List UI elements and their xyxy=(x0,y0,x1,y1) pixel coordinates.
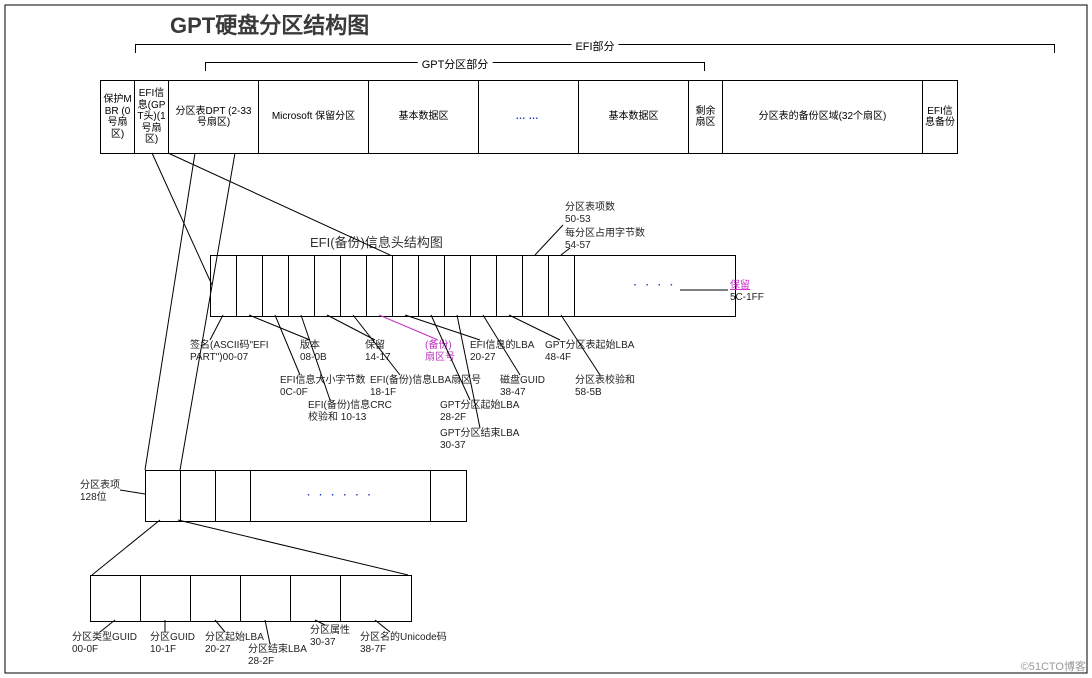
label-guid: 磁盘GUID 38-47 xyxy=(500,375,545,398)
label-entry-128: 分区表项 128位 xyxy=(80,480,120,503)
cell-dpt: 分区表DPT (2-33号扇区) xyxy=(169,81,259,153)
bracket-gpt-label: GPT分区部分 xyxy=(418,56,493,72)
label-bytes: 每分区占用字节数 54-57 xyxy=(565,228,645,251)
cell-data-1: 基本数据区 xyxy=(369,81,479,153)
bracket-efi: EFI部分 xyxy=(135,44,1055,53)
top-structure-row: 保护MBR (0号扇区) EFI信息(GPT头)(1号扇区) 分区表DPT (2… xyxy=(100,80,958,154)
label-e4: 分区属性 30-37 xyxy=(310,625,350,648)
label-start: GPT分区起始LBA 28-2F xyxy=(440,400,519,423)
label-ver: 版本 08-0B xyxy=(300,340,327,363)
cell-backup-area: 分区表的备份区域(32个扇区) xyxy=(723,81,923,153)
cell-ms-reserved: Microsoft 保留分区 xyxy=(259,81,369,153)
label-efi-lba: EFI信息的LBA 20-27 xyxy=(470,340,534,363)
label-e3: 分区结束LBA 28-2F xyxy=(248,644,307,667)
entry-detail-row xyxy=(90,575,412,622)
label-reserve: 保留 5C-1FF xyxy=(730,280,764,303)
efi-header-row: · · · · xyxy=(210,255,736,317)
label-crc: EFI(备份)信息CRC 校验和 10-13 xyxy=(308,400,392,423)
cell-remain: 剩余扇区 xyxy=(689,81,723,153)
label-e1: 分区GUID 10-1F xyxy=(150,632,195,655)
label-lba1: EFI(备份)信息LBA扇区号 18-1F xyxy=(370,375,481,398)
label-bak: (备份) 扇区号 xyxy=(425,340,455,363)
label-end: GPT分区结束LBA 30-37 xyxy=(440,428,519,451)
efi-header-title: EFI(备份)信息头结构图 xyxy=(310,232,443,251)
diagram-title: GPT硬盘分区结构图 xyxy=(170,8,369,40)
label-res: 保留 14-17 xyxy=(365,340,391,363)
label-e0: 分区类型GUID 00-0F xyxy=(72,632,137,655)
watermark: ©51CTO博客 xyxy=(1021,658,1086,674)
cell-mbr: 保护MBR (0号扇区) xyxy=(101,81,135,153)
label-sig: 签名(ASCII码"EFI PART")00-07 xyxy=(190,340,300,363)
label-e5: 分区名的Unicode码 38-7F xyxy=(360,632,447,655)
label-chk: 分区表校验和 58-5B xyxy=(575,375,635,398)
cell-data-2: 基本数据区 xyxy=(579,81,689,153)
cell-dots-top: …… xyxy=(479,81,579,153)
bracket-gpt: GPT分区部分 xyxy=(205,62,705,71)
label-pt-start: GPT分区表起始LBA 48-4F xyxy=(545,340,634,363)
cell-efi-backup: EFI信息备份 xyxy=(923,81,957,153)
entry-row-mid: · · · · · · xyxy=(145,470,467,522)
label-size: EFI信息大小字节数 0C-0F xyxy=(280,375,366,398)
bracket-efi-label: EFI部分 xyxy=(571,38,618,54)
label-count: 分区表项数 50-53 xyxy=(565,202,615,225)
cell-efi-head: EFI信息(GPT头)(1号扇区) xyxy=(135,81,169,153)
